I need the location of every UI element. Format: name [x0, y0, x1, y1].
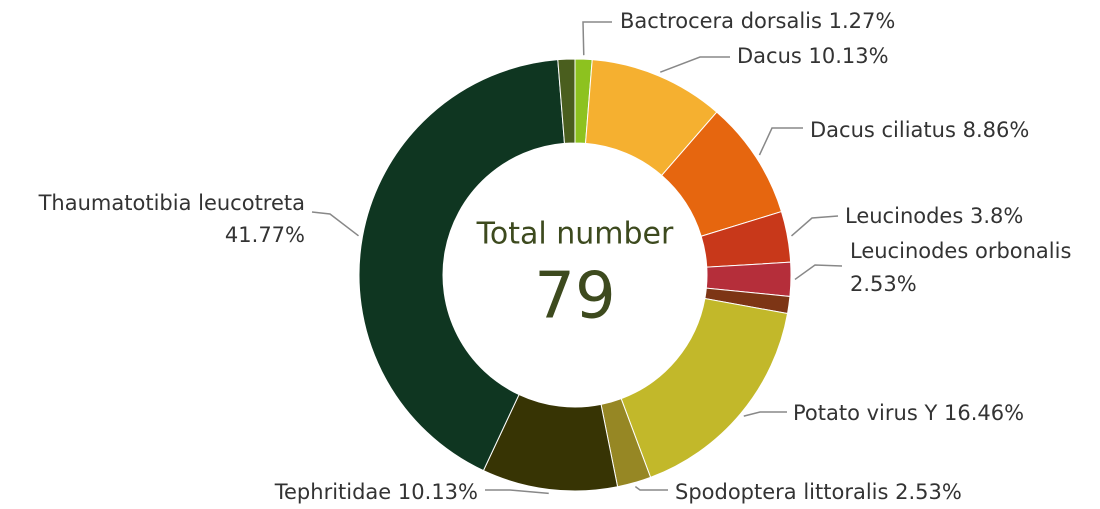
segment-label: Leucinodes orbonalis: [850, 239, 1071, 263]
center-title: Total number: [476, 217, 674, 252]
segment-name: Bactrocera dorsalis: [620, 9, 822, 33]
leader-line: [582, 21, 612, 56]
donut-segment: [358, 59, 566, 472]
center-total: 79: [534, 260, 615, 334]
segment-value-label: 16.46%: [944, 401, 1024, 425]
leader-line: [311, 211, 359, 237]
segment-name: Leucinodes: [845, 204, 963, 228]
segment-label: Spodoptera littoralis 2.53%: [675, 480, 962, 504]
leader-line: [758, 127, 803, 156]
segment-name: Tephritidae: [274, 480, 391, 504]
segment-label: Potato virus Y 16.46%: [793, 401, 1024, 425]
segment-value-label: 3.8%: [970, 204, 1023, 228]
segment-label: Dacus ciliatus 8.86%: [810, 118, 1029, 142]
segment-value-label: 1.27%: [829, 9, 896, 33]
segment-value-label: 2.53%: [895, 480, 962, 504]
segment-label: Bactrocera dorsalis 1.27%: [620, 9, 895, 33]
leader-line: [791, 215, 839, 237]
segment-value-label: 41.77%: [225, 223, 305, 247]
segment-value-label: 10.13%: [809, 44, 889, 68]
leader-line: [794, 264, 843, 281]
segment-label: Thaumatotibia leucotreta: [38, 191, 305, 215]
segment-label: Tephritidae 10.13%: [274, 480, 478, 504]
donut-segment: [557, 58, 576, 144]
leader-line: [659, 56, 730, 73]
segment-name: Dacus: [737, 44, 802, 68]
segment-name: Dacus ciliatus: [810, 118, 956, 142]
segment-value-label: 2.53%: [850, 272, 917, 296]
segment-name: Potato virus Y: [793, 401, 937, 425]
leader-line: [743, 411, 787, 417]
segment-value-label: 10.13%: [398, 480, 478, 504]
segment-value-label: 8.86%: [963, 118, 1030, 142]
segment-name: Spodoptera littoralis: [675, 480, 888, 504]
segment-label: Leucinodes 3.8%: [845, 204, 1023, 228]
segment-label: Dacus 10.13%: [737, 44, 889, 68]
donut-segment: [620, 297, 789, 478]
leader-line: [634, 485, 668, 491]
leader-line: [485, 489, 549, 495]
